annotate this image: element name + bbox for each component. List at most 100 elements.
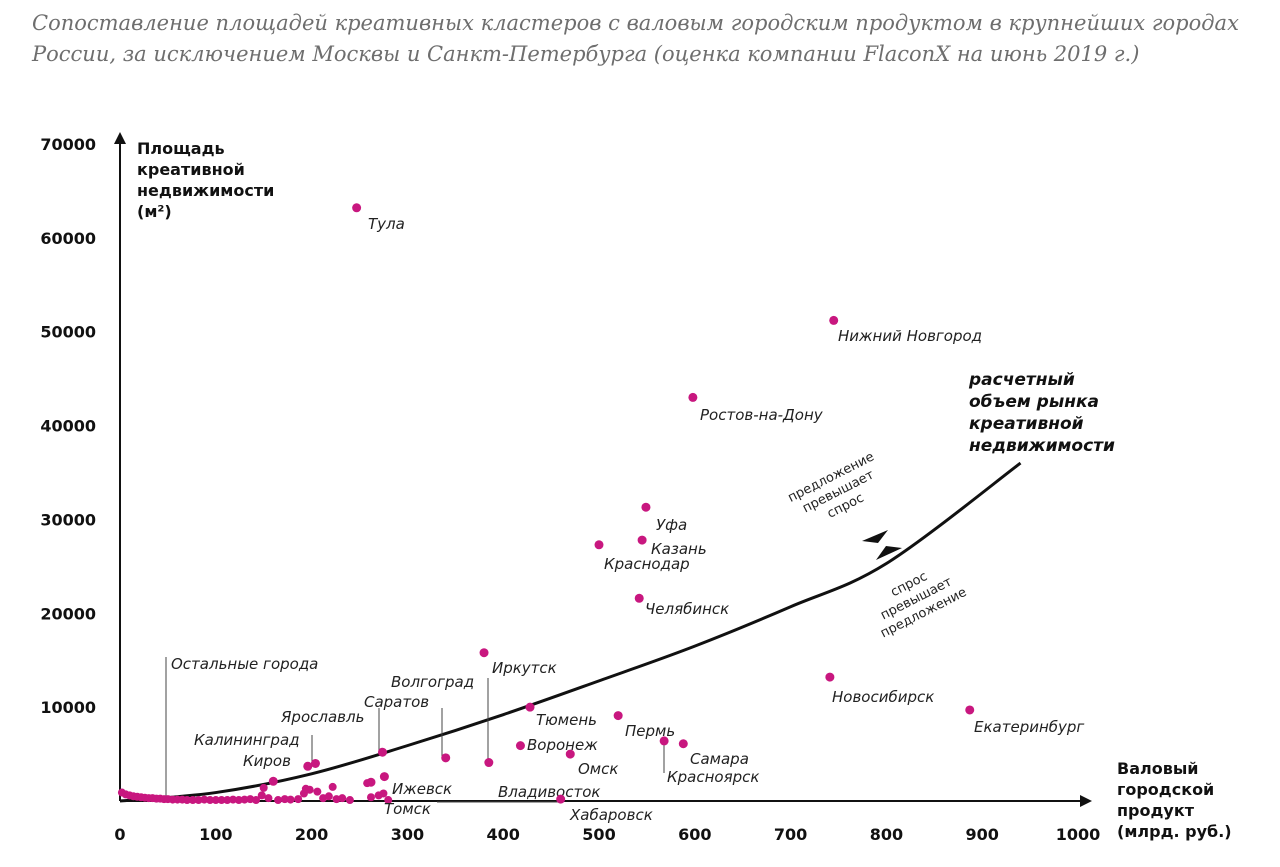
city-label: Томск (384, 800, 431, 818)
y-axis-arrow (114, 132, 126, 144)
y-tick-label: 50000 (40, 323, 96, 342)
city-point (515, 741, 525, 751)
other-city-point (211, 796, 220, 805)
arrow-above-curve (862, 530, 888, 543)
city-point (479, 648, 489, 658)
city-point (352, 203, 362, 213)
city-label: Красноярск (667, 768, 759, 786)
city-label: Краснодар (604, 555, 690, 573)
city-label: Уфа (656, 516, 687, 534)
other-city-point (188, 796, 197, 805)
other-city-point (366, 793, 375, 802)
x-tick-label: 500 (582, 825, 615, 844)
chart-title-line-1: Сопоставление площадей креативных класте… (32, 11, 1239, 35)
city-point (613, 711, 623, 721)
city-point (484, 758, 494, 768)
x-tick-label: 1000 (1056, 825, 1101, 844)
other-city-point (305, 785, 314, 794)
other-city-point (280, 795, 289, 804)
city-point (634, 593, 644, 603)
city-point (688, 392, 698, 402)
y-axis-label-line-1: Площадь (137, 139, 225, 158)
other-city-point (379, 789, 388, 798)
city-label: Пермь (625, 722, 675, 740)
city-point (525, 702, 535, 712)
city-label: Саратов (364, 693, 429, 711)
city-label: Хабаровск (569, 806, 653, 824)
city-point (965, 705, 975, 715)
x-tick-label: 300 (391, 825, 424, 844)
y-axis-label-line-3: недвижимости (137, 181, 274, 200)
y-axis-label-line-2: креативной (137, 160, 245, 179)
y-tick-label: 70000 (40, 135, 96, 154)
city-label: Ростов-на-Дону (700, 406, 824, 424)
y-tick-label: 30000 (40, 510, 96, 529)
y-axis-label-line-4: (м²) (137, 202, 172, 221)
x-tick-label: 200 (295, 825, 328, 844)
city-label: Воронеж (527, 736, 598, 754)
city-point (678, 739, 688, 749)
x-axis-label-line-2: городской (1117, 780, 1214, 799)
other-city-point (183, 796, 192, 805)
chart-title: Сопоставление площадей креативных класте… (32, 8, 1262, 70)
city-label: Волгоград (391, 673, 474, 691)
city-label: Омск (578, 760, 618, 778)
curve-label-line-1: расчетный (968, 370, 1075, 390)
city-point (825, 672, 835, 682)
x-tick-label: 700 (774, 825, 807, 844)
other-city-point (264, 794, 273, 803)
x-tick-label: 900 (965, 825, 998, 844)
city-label: Тюмень (536, 711, 597, 729)
y-tick-label: 10000 (40, 698, 96, 717)
city-label: Казань (651, 540, 707, 558)
city-point (310, 758, 320, 768)
x-axis-arrow (1080, 795, 1092, 807)
others-label: Остальные города (171, 655, 318, 673)
x-axis-label-line-1: Валовый (1117, 759, 1199, 778)
city-label: Калининград (194, 731, 300, 749)
city-point (268, 776, 278, 786)
curve-label-line-2: объем рынка (969, 392, 1099, 412)
other-city-point (328, 782, 337, 791)
other-city-point (234, 796, 243, 805)
city-point (556, 794, 566, 804)
chart-title-line-2: России, за исключением Москвы и Санкт-Пе… (32, 42, 1140, 66)
x-axis-label-line-4: (млрд. руб.) (1117, 822, 1232, 841)
other-city-point (194, 796, 203, 805)
city-point (637, 535, 647, 545)
city-label: Новосибирск (832, 688, 934, 706)
other-city-point (345, 796, 354, 805)
y-tick-label: 40000 (40, 417, 96, 436)
y-tick-label: 20000 (40, 604, 96, 623)
other-city-point (313, 787, 322, 796)
city-point (659, 736, 669, 746)
city-label: Тула (368, 215, 405, 233)
other-city-point (324, 792, 333, 801)
city-point (377, 747, 387, 757)
other-city-point (217, 796, 226, 805)
other-city-point (252, 796, 261, 805)
other-city-point (274, 796, 283, 805)
other-city-point (384, 796, 393, 805)
other-city-point (240, 795, 249, 804)
other-city-point (223, 796, 232, 805)
arrow-below-curve (876, 546, 902, 560)
x-tick-label: 100 (199, 825, 232, 844)
city-label: Ижевск (392, 780, 452, 798)
city-point (594, 540, 604, 550)
city-label: Ярославль (280, 708, 364, 726)
other-city-point (338, 794, 347, 803)
city-point (303, 761, 313, 771)
other-city-point (200, 795, 209, 804)
x-tick-label: 0 (114, 825, 125, 844)
city-label: Нижний Новгород (838, 327, 982, 345)
x-tick-label: 400 (486, 825, 519, 844)
x-tick-label: 600 (678, 825, 711, 844)
city-label: Екатеринбург (974, 718, 1084, 736)
other-city-point (294, 795, 303, 804)
city-label: Самара (690, 750, 749, 768)
city-label: Иркутск (492, 659, 557, 677)
curve-label-line-4: недвижимости (969, 436, 1115, 456)
